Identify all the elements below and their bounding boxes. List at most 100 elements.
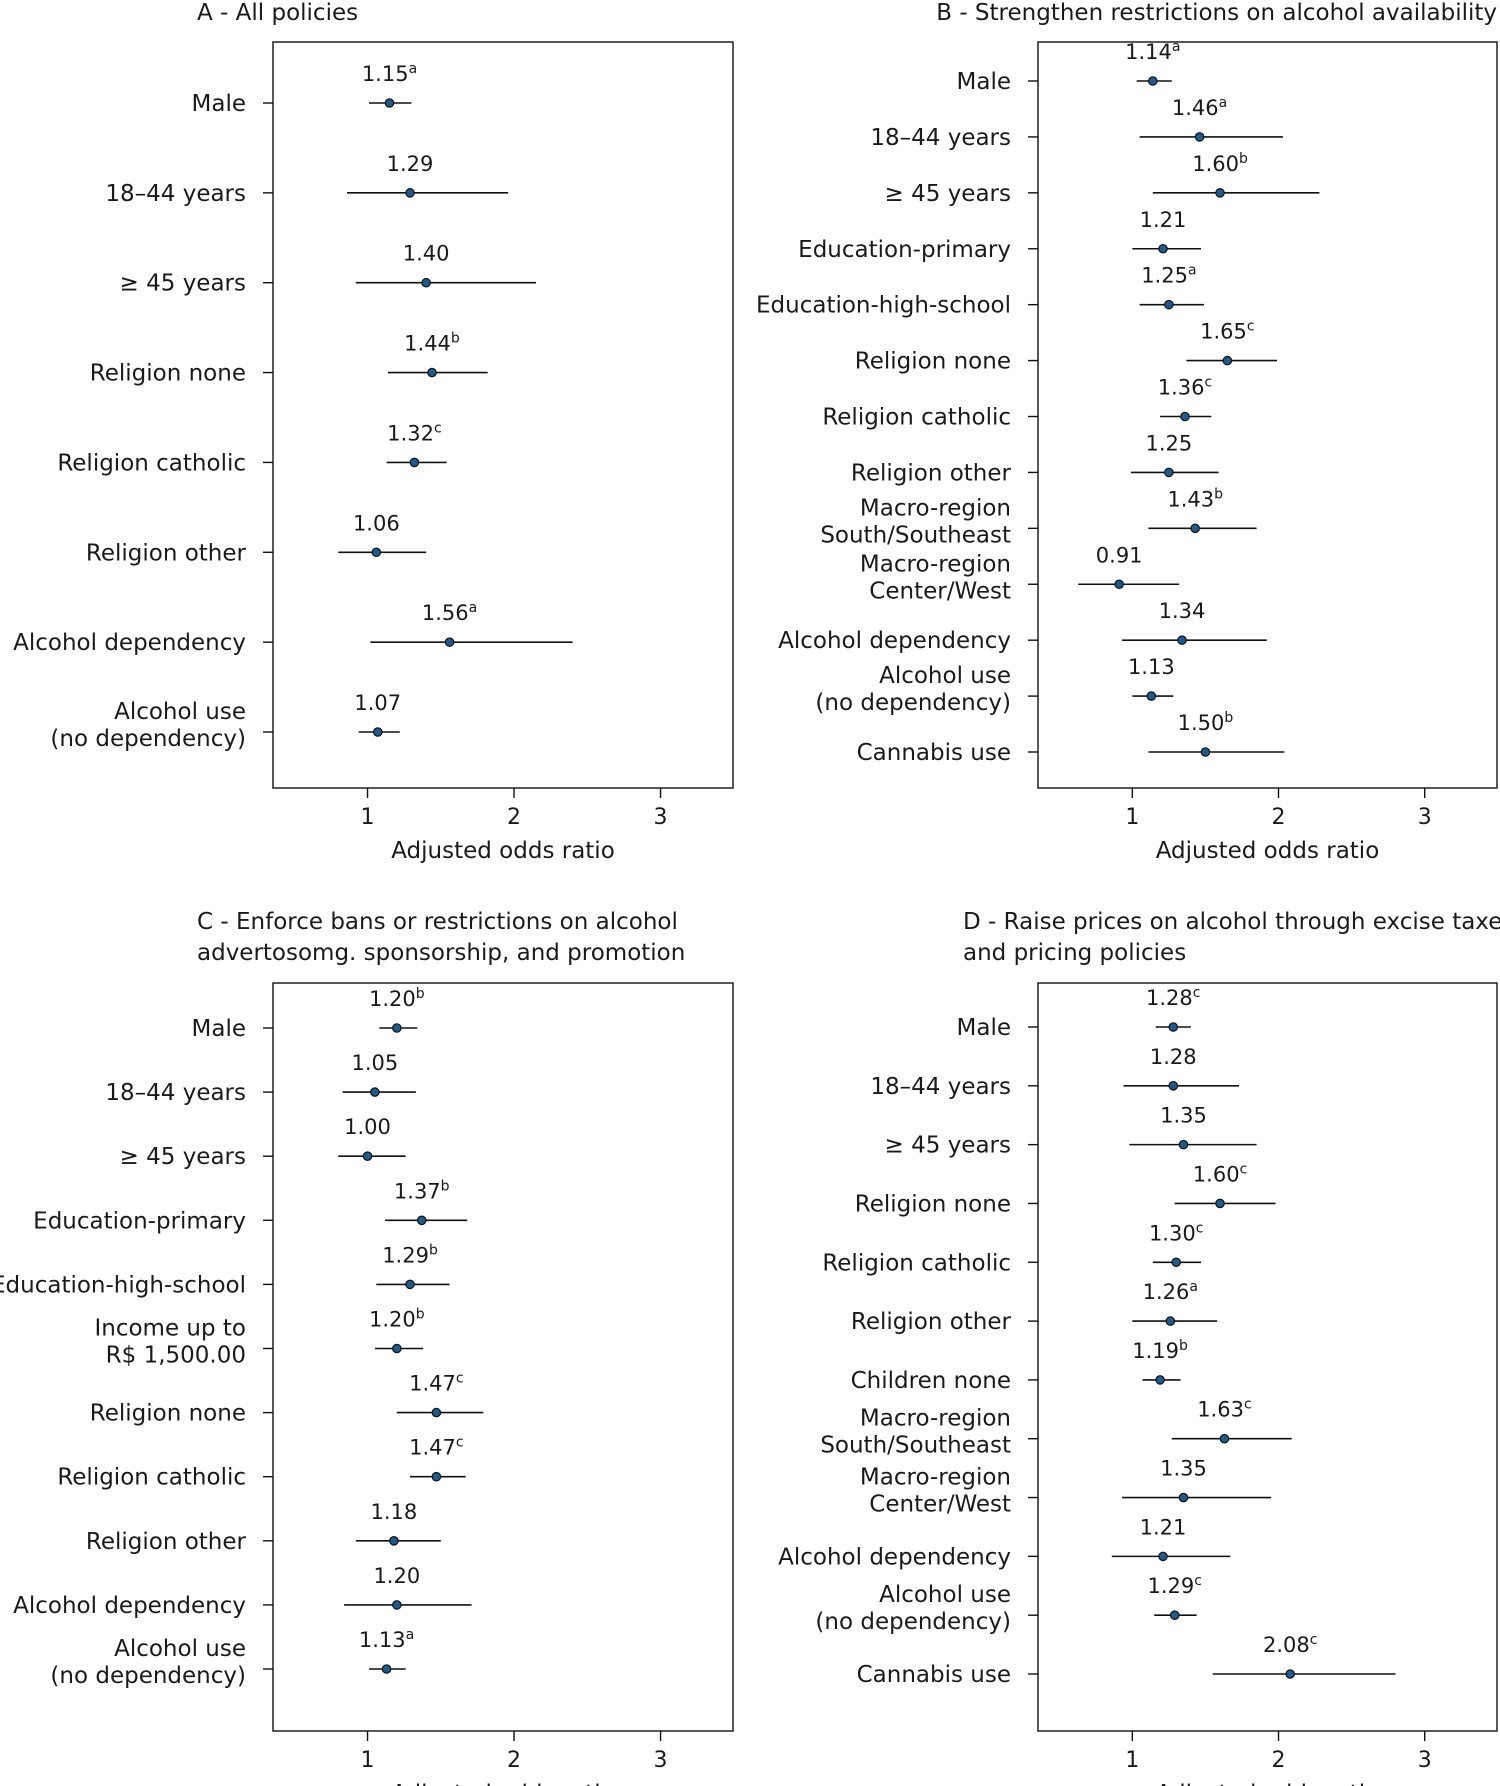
odds-ratio-point [384, 98, 395, 108]
odds-ratio-label: 1.47c [409, 1371, 463, 1396]
significance-superscript: a [409, 61, 418, 77]
row-label: Religion none [90, 361, 246, 387]
odds-ratio-point [1164, 299, 1174, 310]
row-label: (no dependency) [815, 690, 1011, 716]
row-label: Religion catholic [822, 405, 1011, 431]
row-label: (no dependency) [50, 726, 246, 752]
significance-superscript: a [1172, 39, 1181, 55]
row-alcohol-use-no-dependency: Alcohol use(no dependency) 1.29c [815, 1573, 1202, 1635]
row-label: Religion none [855, 1191, 1011, 1217]
significance-superscript: c [1196, 1220, 1204, 1236]
significance-superscript: a [1188, 263, 1197, 279]
odds-ratio-point [409, 457, 420, 468]
odds-ratio-label: 1.00 [344, 1115, 391, 1139]
row-label: Education-primary [33, 1208, 246, 1234]
row-label: Center/West [869, 578, 1011, 604]
row-label: Alcohol use [879, 663, 1011, 689]
odds-ratio-point [1190, 523, 1200, 534]
significance-superscript: b [451, 331, 460, 347]
x-tick-label: 2 [507, 1748, 521, 1773]
plot-frame [1037, 41, 1498, 789]
odds-ratio-label: 1.46a [1172, 95, 1227, 120]
odds-ratio-label: 1.21 [1140, 208, 1187, 232]
odds-ratio-label: 1.37b [394, 1178, 450, 1203]
row-label: Income up to [94, 1316, 246, 1342]
x-tick-label: 3 [1418, 805, 1432, 830]
row-education-high-school: Education-high-school 1.29b [0, 1242, 450, 1298]
row-label: (no dependency) [50, 1663, 246, 1689]
odds-ratio-label: 1.40 [403, 242, 450, 266]
odds-ratio-label: 1.13a [359, 1627, 414, 1652]
panel-a: A - All policies 1 2 3 Adjusted odds ratio Ma… [13, 0, 734, 864]
x-tick-label: 1 [361, 1748, 375, 1773]
odds-ratio-label: 1.29b [382, 1242, 438, 1267]
row-label: Macro-region [860, 551, 1011, 577]
odds-ratio-point [392, 1600, 402, 1610]
x-tick-label: 2 [1272, 805, 1286, 830]
odds-ratio-label: 1.06 [353, 511, 400, 535]
row-label: ≥ 45 years [120, 1144, 246, 1170]
row-religion-catholic: Religion catholic 1.32c [57, 420, 447, 476]
row-religion-other: Religion other 1.06 [86, 511, 427, 566]
row-label: South/Southeast [820, 1433, 1011, 1459]
row-label: Cannabis use [857, 1662, 1011, 1688]
row-cannabis-use: Cannabis use 2.08c [857, 1632, 1396, 1688]
odds-ratio-point [389, 1536, 399, 1546]
significance-superscript: c [1204, 375, 1212, 391]
row-label: Religion none [90, 1401, 246, 1427]
x-tick-label: 2 [507, 805, 521, 830]
row-label: Religion other [86, 1529, 247, 1555]
plot-frame [272, 41, 734, 789]
row-label: Children none [851, 1368, 1011, 1394]
significance-superscript: c [456, 1435, 464, 1451]
x-tick-label: 1 [361, 805, 375, 830]
row-18-44-years: 18–44 years 1.46a [870, 95, 1283, 151]
odds-ratio-label: 1.60c [1193, 1161, 1247, 1186]
row-alcohol-use-no-dependency: Alcohol use(no dependency) 1.13a [50, 1627, 414, 1689]
odds-ratio-label: 1.20b [369, 986, 425, 1011]
odds-ratio-label: 1.28c [1146, 985, 1200, 1010]
row-label: Religion none [855, 349, 1011, 375]
odds-ratio-label: 1.25a [1141, 263, 1196, 288]
significance-superscript: c [1193, 985, 1201, 1001]
row-male: Male 1.14a [957, 39, 1181, 95]
row-income-up-to-r-1-500-00: Income up toR$ 1,500.00 1.20b [94, 1307, 424, 1369]
significance-superscript: a [469, 600, 478, 616]
x-tick-label: 1 [1125, 805, 1139, 830]
odds-ratio-point [1114, 579, 1124, 590]
row-45-years: ≥ 45 years 1.60b [885, 151, 1320, 207]
odds-ratio-label: 1.05 [351, 1051, 398, 1075]
significance-superscript: a [406, 1627, 415, 1643]
significance-superscript: c [434, 420, 442, 436]
odds-ratio-label: 1.20b [369, 1307, 425, 1332]
significance-superscript: a [1219, 95, 1228, 111]
odds-ratio-point [1164, 467, 1174, 478]
row-label: Macro-region [860, 1406, 1011, 1432]
row-alcohol-dependency: Alcohol dependency 1.56a [13, 600, 573, 656]
odds-ratio-point [1168, 1081, 1179, 1091]
odds-ratio-label: 1.19b [1132, 1338, 1188, 1363]
x-tick-label: 1 [1125, 1748, 1139, 1773]
row-alcohol-use-no-dependency: Alcohol use(no dependency) 1.13 [815, 655, 1174, 716]
row-label: Religion catholic [57, 450, 246, 476]
odds-ratio-point [1180, 411, 1190, 422]
odds-ratio-label: 1.50b [1178, 710, 1234, 735]
row-religion-none: Religion none 1.65c [855, 319, 1278, 375]
odds-ratio-point [371, 547, 382, 558]
odds-ratio-label: 1.15a [362, 61, 417, 86]
row-religion-none: Religion none 1.47c [90, 1371, 484, 1427]
odds-ratio-point [1200, 747, 1211, 757]
row-label: ≥ 45 years [885, 1133, 1011, 1159]
odds-ratio-point [431, 1407, 442, 1418]
odds-ratio-label: 1.07 [354, 691, 401, 715]
odds-ratio-point [416, 1215, 427, 1226]
row-label: Cannabis use [857, 740, 1011, 766]
odds-ratio-label: 1.44b [404, 331, 460, 356]
panel-title: A - All policies [197, 0, 358, 26]
row-alcohol-use-no-dependency: Alcohol use(no dependency) 1.07 [50, 691, 401, 752]
x-tick-label: 3 [1418, 1748, 1432, 1773]
